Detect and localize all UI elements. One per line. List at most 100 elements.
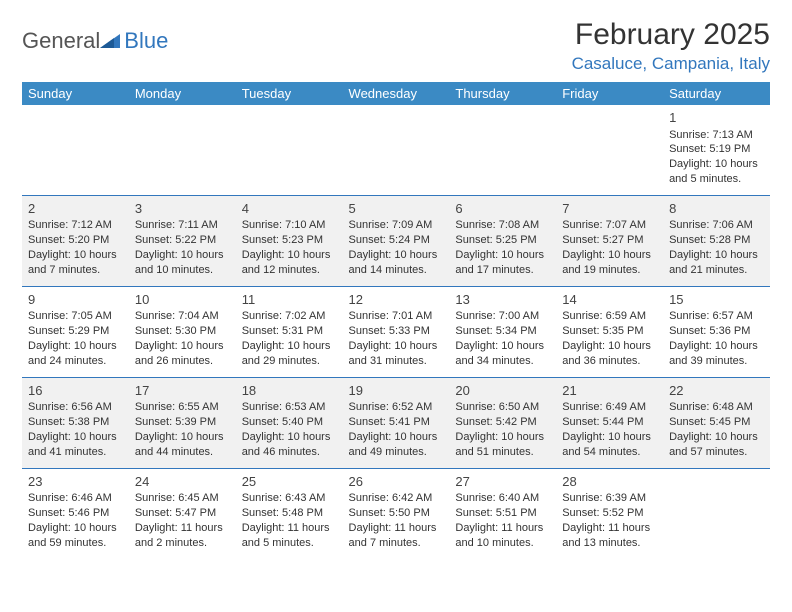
day-info: Sunrise: 6:40 AMSunset: 5:51 PMDaylight:… (455, 491, 550, 550)
sunset: Sunset: 5:40 PM (242, 415, 337, 430)
day-cell: 4Sunrise: 7:10 AMSunset: 5:23 PMDaylight… (236, 195, 343, 286)
day-number: 21 (562, 382, 657, 400)
sunrise: Sunrise: 6:46 AM (28, 491, 123, 506)
day-info: Sunrise: 7:05 AMSunset: 5:29 PMDaylight:… (28, 309, 123, 368)
weekday-tuesday: Tuesday (236, 82, 343, 105)
sunrise: Sunrise: 7:05 AM (28, 309, 123, 324)
day-info: Sunrise: 7:08 AMSunset: 5:25 PMDaylight:… (455, 218, 550, 277)
day-info: Sunrise: 6:45 AMSunset: 5:47 PMDaylight:… (135, 491, 230, 550)
day-number: 8 (669, 200, 764, 218)
day-info: Sunrise: 6:39 AMSunset: 5:52 PMDaylight:… (562, 491, 657, 550)
day-number: 15 (669, 291, 764, 309)
daylight: Daylight: 11 hours and 13 minutes. (562, 521, 657, 551)
day-cell: 3Sunrise: 7:11 AMSunset: 5:22 PMDaylight… (129, 195, 236, 286)
logo-text-blue: Blue (124, 28, 168, 54)
calendar-body: 1Sunrise: 7:13 AMSunset: 5:19 PMDaylight… (22, 105, 770, 559)
day-number: 2 (28, 200, 123, 218)
day-number: 23 (28, 473, 123, 491)
sunrise: Sunrise: 6:49 AM (562, 400, 657, 415)
sunrise: Sunrise: 6:42 AM (349, 491, 444, 506)
sunrise: Sunrise: 7:00 AM (455, 309, 550, 324)
day-cell: 26Sunrise: 6:42 AMSunset: 5:50 PMDayligh… (343, 468, 450, 558)
month-title: February 2025 (572, 18, 770, 52)
day-info: Sunrise: 6:42 AMSunset: 5:50 PMDaylight:… (349, 491, 444, 550)
sunrise: Sunrise: 6:55 AM (135, 400, 230, 415)
day-info: Sunrise: 6:50 AMSunset: 5:42 PMDaylight:… (455, 400, 550, 459)
sunrise: Sunrise: 7:13 AM (669, 128, 764, 143)
empty-cell (22, 105, 129, 195)
weekday-sunday: Sunday (22, 82, 129, 105)
daylight: Daylight: 10 hours and 29 minutes. (242, 339, 337, 369)
sunset: Sunset: 5:46 PM (28, 506, 123, 521)
day-number: 5 (349, 200, 444, 218)
day-info: Sunrise: 7:12 AMSunset: 5:20 PMDaylight:… (28, 218, 123, 277)
sunrise: Sunrise: 6:50 AM (455, 400, 550, 415)
day-cell: 22Sunrise: 6:48 AMSunset: 5:45 PMDayligh… (663, 377, 770, 468)
day-info: Sunrise: 6:49 AMSunset: 5:44 PMDaylight:… (562, 400, 657, 459)
sunset: Sunset: 5:38 PM (28, 415, 123, 430)
day-cell: 25Sunrise: 6:43 AMSunset: 5:48 PMDayligh… (236, 468, 343, 558)
weekday-wednesday: Wednesday (343, 82, 450, 105)
sunset: Sunset: 5:44 PM (562, 415, 657, 430)
day-info: Sunrise: 6:57 AMSunset: 5:36 PMDaylight:… (669, 309, 764, 368)
day-info: Sunrise: 6:46 AMSunset: 5:46 PMDaylight:… (28, 491, 123, 550)
sunset: Sunset: 5:25 PM (455, 233, 550, 248)
sunset: Sunset: 5:39 PM (135, 415, 230, 430)
daylight: Daylight: 10 hours and 24 minutes. (28, 339, 123, 369)
sunset: Sunset: 5:52 PM (562, 506, 657, 521)
sunset: Sunset: 5:31 PM (242, 324, 337, 339)
logo: General Blue (22, 28, 168, 54)
weekday-header-row: Sunday Monday Tuesday Wednesday Thursday… (22, 82, 770, 105)
day-number: 19 (349, 382, 444, 400)
header: General Blue February 2025 Casaluce, Cam… (22, 18, 770, 74)
day-number: 4 (242, 200, 337, 218)
day-cell: 21Sunrise: 6:49 AMSunset: 5:44 PMDayligh… (556, 377, 663, 468)
day-info: Sunrise: 6:43 AMSunset: 5:48 PMDaylight:… (242, 491, 337, 550)
sunrise: Sunrise: 7:09 AM (349, 218, 444, 233)
day-info: Sunrise: 7:02 AMSunset: 5:31 PMDaylight:… (242, 309, 337, 368)
day-number: 3 (135, 200, 230, 218)
daylight: Daylight: 10 hours and 36 minutes. (562, 339, 657, 369)
daylight: Daylight: 11 hours and 2 minutes. (135, 521, 230, 551)
day-info: Sunrise: 7:11 AMSunset: 5:22 PMDaylight:… (135, 218, 230, 277)
day-info: Sunrise: 6:52 AMSunset: 5:41 PMDaylight:… (349, 400, 444, 459)
day-number: 16 (28, 382, 123, 400)
day-cell: 11Sunrise: 7:02 AMSunset: 5:31 PMDayligh… (236, 286, 343, 377)
location: Casaluce, Campania, Italy (572, 54, 770, 74)
sunset: Sunset: 5:19 PM (669, 142, 764, 157)
daylight: Daylight: 10 hours and 17 minutes. (455, 248, 550, 278)
day-info: Sunrise: 6:59 AMSunset: 5:35 PMDaylight:… (562, 309, 657, 368)
daylight: Daylight: 10 hours and 31 minutes. (349, 339, 444, 369)
sunset: Sunset: 5:24 PM (349, 233, 444, 248)
sunrise: Sunrise: 6:56 AM (28, 400, 123, 415)
day-number: 22 (669, 382, 764, 400)
day-cell: 7Sunrise: 7:07 AMSunset: 5:27 PMDaylight… (556, 195, 663, 286)
week-row: 1Sunrise: 7:13 AMSunset: 5:19 PMDaylight… (22, 105, 770, 195)
sunset: Sunset: 5:33 PM (349, 324, 444, 339)
daylight: Daylight: 10 hours and 41 minutes. (28, 430, 123, 460)
day-number: 14 (562, 291, 657, 309)
day-info: Sunrise: 7:13 AMSunset: 5:19 PMDaylight:… (669, 128, 764, 187)
daylight: Daylight: 10 hours and 39 minutes. (669, 339, 764, 369)
sunset: Sunset: 5:23 PM (242, 233, 337, 248)
week-row: 9Sunrise: 7:05 AMSunset: 5:29 PMDaylight… (22, 286, 770, 377)
daylight: Daylight: 10 hours and 57 minutes. (669, 430, 764, 460)
day-info: Sunrise: 6:53 AMSunset: 5:40 PMDaylight:… (242, 400, 337, 459)
daylight: Daylight: 10 hours and 54 minutes. (562, 430, 657, 460)
sunrise: Sunrise: 7:10 AM (242, 218, 337, 233)
day-number: 11 (242, 291, 337, 309)
weekday-monday: Monday (129, 82, 236, 105)
week-row: 23Sunrise: 6:46 AMSunset: 5:46 PMDayligh… (22, 468, 770, 558)
empty-cell (236, 105, 343, 195)
logo-triangle-icon (100, 32, 122, 55)
day-cell: 17Sunrise: 6:55 AMSunset: 5:39 PMDayligh… (129, 377, 236, 468)
day-cell: 19Sunrise: 6:52 AMSunset: 5:41 PMDayligh… (343, 377, 450, 468)
day-cell: 13Sunrise: 7:00 AMSunset: 5:34 PMDayligh… (449, 286, 556, 377)
daylight: Daylight: 10 hours and 44 minutes. (135, 430, 230, 460)
daylight: Daylight: 10 hours and 49 minutes. (349, 430, 444, 460)
day-cell: 9Sunrise: 7:05 AMSunset: 5:29 PMDaylight… (22, 286, 129, 377)
week-row: 16Sunrise: 6:56 AMSunset: 5:38 PMDayligh… (22, 377, 770, 468)
day-info: Sunrise: 7:07 AMSunset: 5:27 PMDaylight:… (562, 218, 657, 277)
daylight: Daylight: 11 hours and 10 minutes. (455, 521, 550, 551)
day-number: 26 (349, 473, 444, 491)
